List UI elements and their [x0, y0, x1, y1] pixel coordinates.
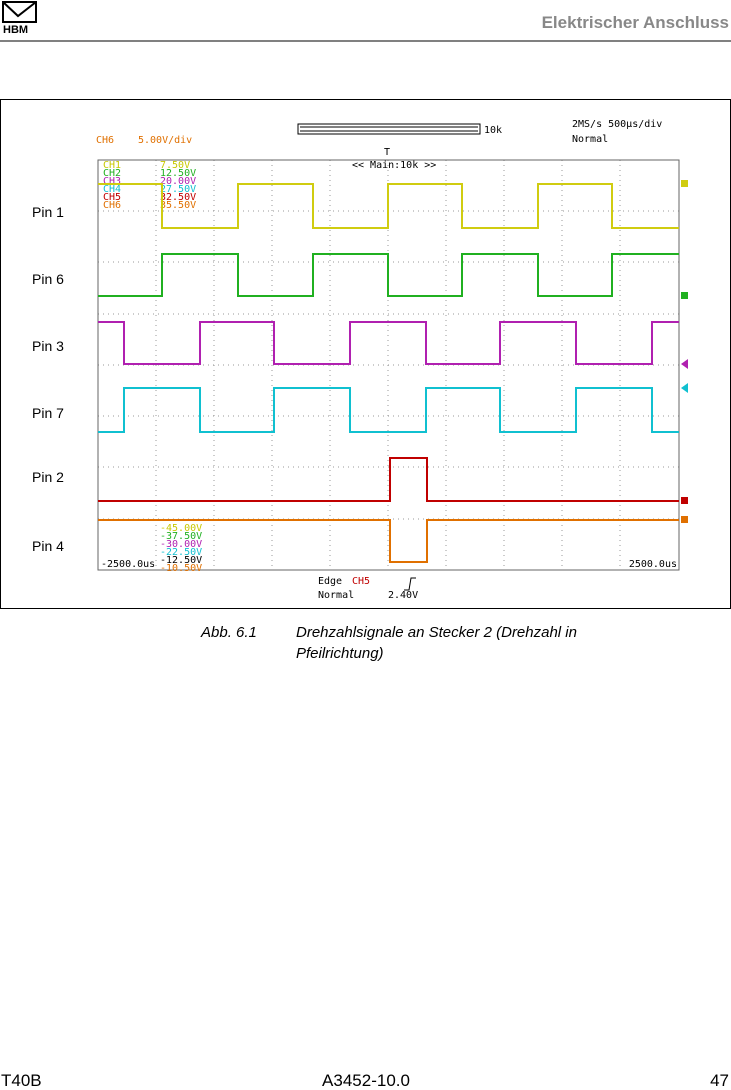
offset: -10.50V — [160, 563, 202, 574]
x-start: -2500.0us — [101, 559, 155, 570]
channel-name: CH4 — [103, 184, 121, 195]
logo-mark — [2, 1, 37, 18]
timebase: 2MS/s 500µs/div — [572, 119, 662, 130]
scope-screen — [97, 159, 680, 571]
footer-page: 47 — [710, 1071, 729, 1090]
trigger-marker: T — [384, 147, 390, 158]
level-marker — [681, 516, 688, 523]
offset: -30.00V — [160, 539, 202, 550]
offset: -12.50V — [160, 555, 202, 566]
header-title: Elektrischer Anschluss — [542, 13, 729, 32]
level-marker — [681, 383, 688, 393]
waveform-pin2 — [98, 457, 679, 502]
pin-label: Pin 6 — [32, 271, 64, 287]
trigger-level: 2.40V — [388, 590, 418, 601]
trigger-source: CH5 — [352, 576, 370, 587]
offset: 32.50V — [160, 192, 196, 203]
level-marker — [681, 180, 688, 187]
zoom: << Main:10k >> — [352, 160, 436, 171]
offset: 27.50V — [160, 184, 196, 195]
channel-name: CH2 — [103, 168, 121, 179]
scale: 5.00V/div — [138, 135, 192, 146]
level-marker — [681, 292, 688, 299]
offset: -22.50V — [160, 547, 202, 558]
offset: 12.50V — [160, 168, 196, 179]
memory: 10k — [484, 125, 502, 136]
trigger-type: Edge — [318, 576, 342, 587]
pin-label: Pin 7 — [32, 405, 64, 421]
trigger-mode: Normal — [318, 590, 354, 601]
waveform-pin6 — [98, 253, 679, 297]
pin-label: Pin 1 — [32, 204, 64, 220]
pin-label: Pin 4 — [32, 538, 64, 554]
offset: -37.50V — [160, 531, 202, 542]
level-marker — [681, 359, 688, 369]
channel-name: CH5 — [103, 192, 121, 203]
channel-list: CH1 CH2 CH3 CH4 CH5 CH6 7.50V 12.50V 20.… — [103, 160, 202, 574]
pin-label: Pin 2 — [32, 469, 64, 485]
offset: 7.50V — [160, 160, 190, 171]
caption-number: Abb. 6.1 — [200, 624, 257, 641]
channel-name: CH1 — [103, 160, 121, 171]
logo: HBM — [3, 24, 28, 36]
logo-box — [2, 1, 37, 23]
mode: Normal — [572, 134, 608, 145]
channel: CH6 — [96, 135, 114, 146]
channel-name: CH6 — [103, 200, 121, 211]
footer-product: T40B — [1, 1071, 42, 1090]
offset: 35.50V — [160, 200, 196, 211]
memory-bar — [297, 123, 481, 135]
channel-name: CH3 — [103, 176, 121, 187]
pin-label: Pin 3 — [32, 338, 64, 354]
caption-text: Drehzahlsignale an Stecker 2 (Drehzahl i… — [296, 624, 577, 641]
footer-doc: A3452-10.0 — [322, 1071, 410, 1090]
offset: -45.00V — [160, 523, 202, 534]
caption-text: Pfeilrichtung) — [296, 645, 384, 662]
x-end: 2500.0us — [629, 559, 677, 570]
waveform-pin4 — [98, 519, 679, 563]
waveform-pin3 — [98, 321, 679, 365]
waveform-pin7 — [98, 387, 679, 433]
edge-icon — [404, 577, 416, 591]
waveform-pin1 — [98, 183, 679, 229]
offset: 20.00V — [160, 176, 196, 187]
level-marker — [681, 497, 688, 504]
